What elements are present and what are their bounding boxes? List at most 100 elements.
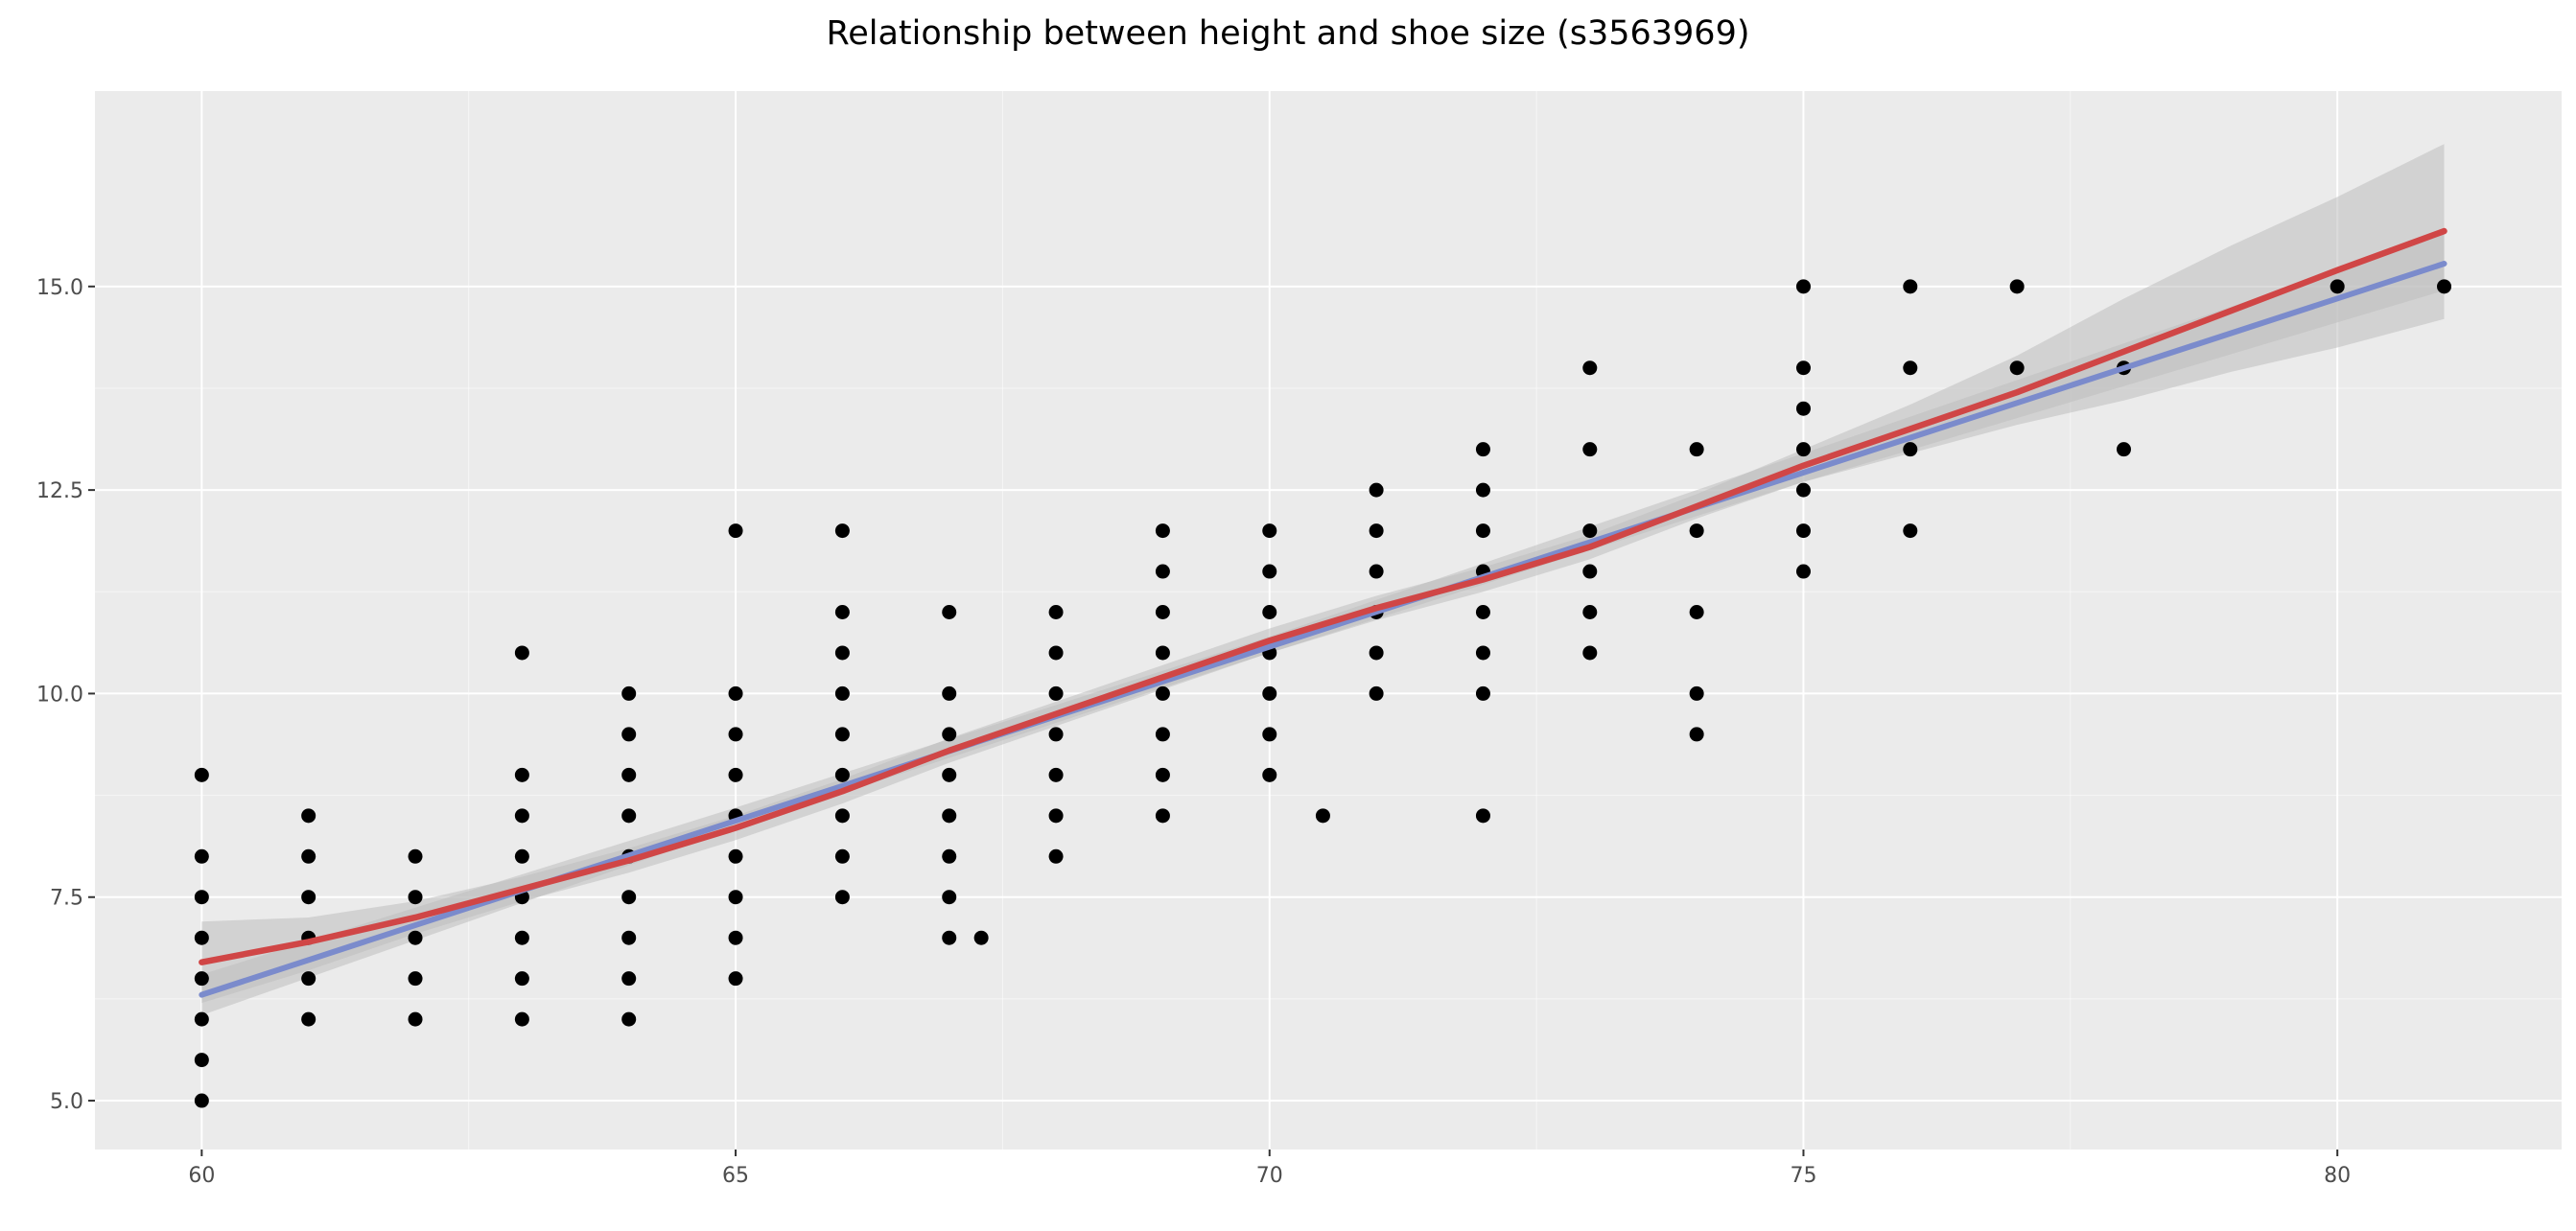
data-point bbox=[728, 767, 743, 782]
data-point bbox=[1795, 360, 1811, 376]
data-point bbox=[194, 971, 209, 987]
data-point bbox=[834, 685, 850, 701]
data-point bbox=[301, 1011, 316, 1027]
data-point bbox=[408, 848, 423, 864]
data-point bbox=[1369, 523, 1384, 539]
data-point bbox=[834, 605, 850, 620]
data-point bbox=[1475, 645, 1490, 661]
data-point bbox=[942, 930, 957, 945]
x-axis: 60 65 70 75 80 bbox=[188, 1150, 2351, 1188]
data-point bbox=[728, 930, 743, 945]
data-point bbox=[1582, 360, 1598, 376]
data-point bbox=[194, 848, 209, 864]
data-point bbox=[728, 523, 743, 539]
data-point bbox=[621, 1011, 637, 1027]
data-point bbox=[1262, 727, 1277, 742]
y-tick-label: 10.0 bbox=[36, 683, 83, 707]
data-point bbox=[942, 685, 957, 701]
data-point bbox=[621, 930, 637, 945]
loess-fit-line bbox=[199, 227, 2447, 965]
data-point bbox=[834, 767, 850, 782]
x-tick-label: 75 bbox=[1790, 1164, 1816, 1188]
data-point bbox=[1048, 605, 1064, 620]
data-point bbox=[1689, 442, 1704, 457]
data-point bbox=[194, 890, 209, 905]
y-axis: 5.0 7.5 10.0 12.5 15.0 bbox=[36, 276, 95, 1114]
data-point bbox=[1315, 808, 1330, 824]
data-point bbox=[1369, 645, 1384, 661]
data-point bbox=[973, 930, 989, 945]
data-point bbox=[1262, 523, 1277, 539]
data-point bbox=[1795, 442, 1811, 457]
y-tick-label: 7.5 bbox=[50, 887, 83, 911]
minor-gridlines bbox=[95, 91, 2562, 1150]
data-point bbox=[514, 767, 529, 782]
data-point bbox=[1155, 808, 1170, 824]
data-point bbox=[728, 727, 743, 742]
x-tick-label: 60 bbox=[188, 1164, 215, 1188]
data-point bbox=[1903, 279, 1918, 294]
data-point bbox=[2330, 279, 2345, 294]
data-point bbox=[942, 767, 957, 782]
data-point bbox=[514, 645, 529, 661]
data-point bbox=[1795, 279, 1811, 294]
data-point bbox=[1582, 564, 1598, 579]
data-point bbox=[834, 890, 850, 905]
data-point bbox=[1262, 605, 1277, 620]
chart-title: Relationship between height and shoe siz… bbox=[826, 14, 1749, 53]
data-point bbox=[194, 1011, 209, 1027]
data-point bbox=[728, 848, 743, 864]
data-point bbox=[1262, 685, 1277, 701]
data-point bbox=[621, 808, 637, 824]
data-point bbox=[1689, 605, 1704, 620]
data-point bbox=[1582, 645, 1598, 661]
data-point bbox=[1795, 564, 1811, 579]
data-point bbox=[728, 971, 743, 987]
data-point bbox=[728, 685, 743, 701]
data-point bbox=[301, 890, 316, 905]
x-tick-label: 65 bbox=[722, 1164, 749, 1188]
data-point bbox=[1475, 442, 1490, 457]
data-point bbox=[1048, 767, 1064, 782]
data-point bbox=[514, 1011, 529, 1027]
data-point bbox=[408, 1011, 423, 1027]
data-point bbox=[194, 1053, 209, 1068]
data-point bbox=[408, 971, 423, 987]
data-point bbox=[1155, 645, 1170, 661]
x-tick-label: 70 bbox=[1256, 1164, 1283, 1188]
data-point bbox=[301, 848, 316, 864]
data-point bbox=[1795, 401, 1811, 416]
data-point bbox=[1048, 808, 1064, 824]
data-point bbox=[2009, 279, 2025, 294]
data-point bbox=[514, 808, 529, 824]
data-point bbox=[1903, 442, 1918, 457]
data-point bbox=[1262, 767, 1277, 782]
data-point bbox=[301, 808, 316, 824]
data-point bbox=[1582, 523, 1598, 539]
data-point bbox=[514, 848, 529, 864]
data-point bbox=[621, 971, 637, 987]
data-point bbox=[1262, 564, 1277, 579]
data-point bbox=[834, 645, 850, 661]
fit-lines bbox=[199, 227, 2447, 998]
data-point bbox=[514, 930, 529, 945]
y-tick-label: 5.0 bbox=[50, 1090, 83, 1114]
x-tick-label: 80 bbox=[2324, 1164, 2351, 1188]
data-point bbox=[1155, 685, 1170, 701]
data-point bbox=[1795, 482, 1811, 498]
data-point bbox=[2009, 360, 2025, 376]
data-point bbox=[1903, 523, 1918, 539]
data-point bbox=[514, 971, 529, 987]
data-point bbox=[2437, 279, 2452, 294]
data-point bbox=[1475, 523, 1490, 539]
data-point bbox=[1689, 727, 1704, 742]
data-point bbox=[1155, 523, 1170, 539]
data-point bbox=[942, 605, 957, 620]
data-point bbox=[194, 1093, 209, 1108]
data-point bbox=[408, 930, 423, 945]
data-point bbox=[1903, 360, 1918, 376]
y-tick-label: 12.5 bbox=[36, 479, 83, 503]
data-point bbox=[301, 971, 316, 987]
data-point bbox=[942, 848, 957, 864]
